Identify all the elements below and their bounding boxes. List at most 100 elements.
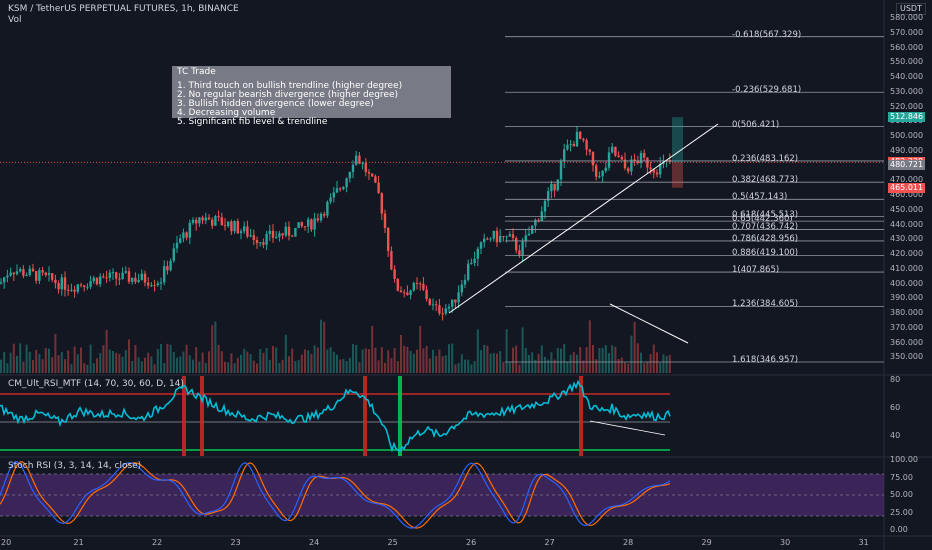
fib-level-label: 0(506.421): [732, 119, 780, 130]
candle-body: [332, 192, 335, 198]
volume-bar: [12, 343, 15, 373]
candle-body: [585, 140, 588, 150]
candle-body: [441, 313, 444, 315]
trade-note[interactable]: TC Trade 1. Third touch on bullish trend…: [172, 66, 451, 127]
volume-bar: [630, 335, 633, 373]
stoch-tick-label: 25.00: [890, 507, 913, 517]
stoch-tick-label: 75.00: [890, 472, 913, 482]
candle-body: [22, 269, 25, 276]
price-tick-label: 550.000: [890, 57, 924, 67]
candle-body: [355, 155, 358, 165]
price-tick-label: 420.000: [890, 249, 924, 259]
volume-bar: [467, 359, 470, 373]
candle-body: [51, 273, 54, 280]
candle-body: [569, 143, 572, 145]
candle-body: [246, 226, 249, 237]
volume-bar: [345, 361, 348, 373]
volume-bar: [588, 320, 591, 373]
volume-bar: [649, 354, 652, 373]
volume-bar: [92, 363, 95, 373]
candle-body: [271, 230, 275, 238]
volume-bar: [99, 353, 102, 373]
volume-bar: [28, 351, 31, 373]
volume-bar: [140, 361, 143, 373]
volume-bar: [153, 364, 156, 373]
volume-bar: [432, 349, 434, 373]
candle-body: [588, 149, 591, 152]
candle-body: [201, 217, 204, 221]
note-line: 1. Third touch on bullish trendline (hig…: [177, 81, 403, 91]
candle-body: [191, 219, 195, 223]
candle-body: [89, 281, 92, 287]
volume-bar: [118, 353, 121, 373]
date-label: 30: [780, 538, 791, 547]
date-label: 28: [623, 538, 634, 547]
candle-body: [371, 173, 374, 177]
date-label: 23: [230, 538, 241, 547]
candle-body: [44, 272, 47, 276]
candle-body: [537, 219, 540, 222]
candle-body: [476, 248, 479, 259]
candle-body: [502, 236, 505, 238]
candle-body: [358, 155, 361, 164]
candle-body: [361, 162, 364, 164]
candle-body: [41, 270, 44, 273]
volume-bar: [361, 349, 364, 373]
volume-bar: [230, 353, 233, 373]
volume-bar: [640, 352, 642, 373]
volume-bar: [182, 351, 185, 373]
volume-bar: [371, 325, 374, 373]
candle-body: [393, 269, 396, 279]
volume-bar: [342, 358, 345, 373]
volume-bar: [272, 345, 274, 373]
candle-body: [217, 216, 220, 218]
candle-body: [319, 213, 323, 221]
candle-body: [99, 276, 102, 285]
candle-body: [444, 308, 447, 314]
volume-bar: [560, 348, 562, 373]
fib-level-label: 1.618(346.957): [732, 354, 799, 365]
volume-bar: [316, 347, 319, 373]
volume-bar: [636, 343, 639, 373]
volume-bar: [236, 357, 239, 373]
candle-body: [419, 283, 422, 285]
candle-body: [185, 232, 188, 238]
candle-body: [15, 271, 19, 275]
volume-bar: [652, 344, 655, 373]
volume-bar: [80, 347, 82, 373]
volume-bar: [112, 351, 114, 373]
volume-bar: [256, 363, 258, 373]
volume-bar: [35, 350, 38, 373]
volume-bar: [585, 347, 588, 373]
volume-bar: [128, 339, 130, 373]
volume-bar: [444, 355, 447, 373]
candle-body: [636, 160, 639, 164]
volume-bar: [422, 348, 425, 373]
candle-body: [396, 278, 399, 291]
candle-body: [524, 235, 527, 242]
volume-bar: [582, 360, 585, 373]
candle-body: [259, 242, 262, 244]
candle-body: [147, 282, 150, 286]
candle-body: [76, 284, 79, 292]
stoch-pane-title: Stoch RSI (3, 3, 14, 14, close): [8, 461, 142, 471]
volume-bar: [384, 362, 386, 373]
volume-bar: [41, 359, 44, 373]
candle-body: [124, 271, 127, 273]
candle-body: [294, 227, 297, 237]
currency-badge[interactable]: USDT: [896, 3, 926, 15]
candle-body: [300, 222, 303, 227]
candle-body: [390, 250, 393, 270]
candle-body: [54, 279, 57, 284]
price-tick-label: 540.000: [890, 72, 924, 82]
volume-bar: [358, 362, 361, 373]
candle-body: [652, 169, 655, 173]
volume-bar: [470, 364, 473, 373]
candle-body: [255, 240, 259, 244]
volume-bar: [160, 344, 162, 373]
volume-bar: [294, 360, 297, 373]
volume-bar: [332, 351, 335, 373]
volume-bar: [108, 349, 111, 373]
